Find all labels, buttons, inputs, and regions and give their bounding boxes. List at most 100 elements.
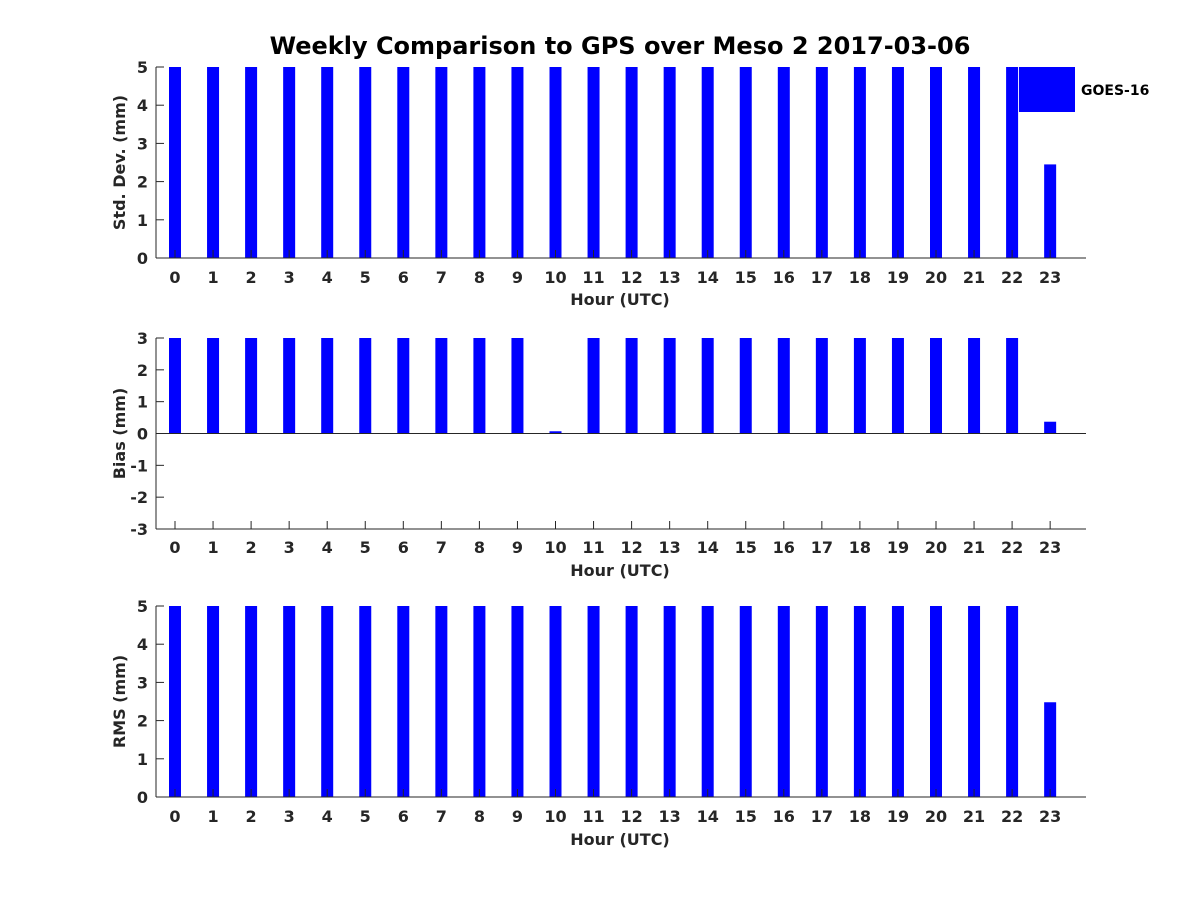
bar-hour-19 [891,67,904,258]
bar-hour-1 [207,67,220,258]
bar-hour-3 [283,338,296,434]
bar-hour-0 [169,67,181,258]
y-tick-label: 3 [137,329,148,348]
bar-hour-7 [435,338,448,434]
bar-hour-21 [968,606,981,797]
bar-hour-21 [968,338,981,434]
x-tick-label: 9 [512,538,523,557]
x-tick-label: 14 [697,807,719,826]
x-tick-label: 16 [773,807,795,826]
bar-hour-19 [891,338,904,434]
bar-hour-11 [587,67,600,258]
x-tick-label: 11 [582,538,604,557]
y-tick-label: 3 [137,673,148,692]
x-tick-label: 5 [360,268,371,287]
bar-hour-7 [435,606,448,797]
y-tick-label: 1 [137,211,148,230]
bar-hour-6 [397,606,410,797]
y-tick-label: 4 [137,635,148,654]
bar-hour-5 [359,338,372,434]
x-tick-label: 23 [1039,538,1061,557]
x-tick-label: 22 [1001,807,1023,826]
x-tick-label: 9 [512,807,523,826]
x-tick-label: 6 [398,807,409,826]
y-tick-label: 0 [137,425,148,444]
x-tick-label: 18 [849,807,871,826]
y-tick-label: 5 [137,58,148,77]
x-tick-label: 18 [849,538,871,557]
x-tick-label: 17 [811,268,833,287]
bar-hour-10 [549,67,562,258]
bar-hour-15 [739,338,752,434]
bar-hour-7 [435,67,448,258]
bar-hour-1 [207,338,220,434]
x-tick-label: 6 [398,538,409,557]
chart-title: Weekly Comparison to GPS over Meso 2 201… [270,32,971,60]
bar-hour-13 [663,606,676,797]
bar-hour-14 [701,67,714,258]
x-tick-label: 0 [169,268,180,287]
x-tick-label: 21 [963,268,985,287]
x-tick-label: 8 [474,268,485,287]
x-tick-label: 15 [735,807,757,826]
x-tick-label: 8 [474,538,485,557]
bar-hour-18 [853,67,866,258]
bar-hour-3 [283,606,296,797]
x-tick-label: 4 [322,268,333,287]
x-tick-label: 5 [360,807,371,826]
y-tick-label: -2 [130,488,148,507]
bar-hour-13 [663,338,676,434]
y-tick-label: 2 [137,712,148,731]
x-tick-label: 10 [544,807,566,826]
x-tick-label: 13 [659,538,681,557]
x-tick-label: 11 [582,268,604,287]
bar-hour-9 [511,67,524,258]
bar-hour-3 [283,67,296,258]
y-tick-label: -3 [130,520,148,539]
x-tick-label: 8 [474,807,485,826]
bar-hour-17 [815,338,828,434]
y-tick-label: 0 [137,788,148,807]
x-tick-label: 0 [169,807,180,826]
x-tick-label: 21 [963,538,985,557]
x-tick-label: 3 [284,538,295,557]
bar-hour-23 [1044,164,1057,258]
y-axis-label: Std. Dev. (mm) [110,95,129,230]
y-tick-label: 2 [137,361,148,380]
y-tick-label: 5 [137,597,148,616]
x-tick-label: 22 [1001,268,1023,287]
bar-hour-6 [397,338,410,434]
x-tick-label: 2 [246,538,257,557]
bar-hour-19 [891,606,904,797]
x-tick-label: 4 [322,807,333,826]
x-tick-label: 19 [887,807,909,826]
bar-hour-21 [968,67,981,258]
x-tick-label: 7 [436,807,447,826]
bar-hour-22 [1006,67,1019,258]
bar-hour-1 [207,606,220,797]
legend-label: GOES-16 [1081,83,1149,99]
bar-hour-12 [625,606,638,797]
x-tick-label: 3 [284,807,295,826]
bar-hour-15 [739,67,752,258]
bar-hour-13 [663,67,676,258]
bar-hour-16 [777,606,790,797]
legend-swatch [1019,67,1075,112]
bar-hour-6 [397,67,410,258]
x-tick-label: 20 [925,268,947,287]
x-tick-label: 23 [1039,268,1061,287]
y-axis-label: RMS (mm) [110,655,129,748]
x-tick-label: 17 [811,807,833,826]
bar-hour-2 [245,606,258,797]
bar-hour-22 [1006,338,1019,434]
y-tick-label: 3 [137,134,148,153]
bar-hour-14 [701,606,714,797]
bar-hour-23 [1044,421,1057,434]
y-tick-label: 2 [137,173,148,192]
bar-hour-12 [625,67,638,258]
x-tick-label: 13 [659,268,681,287]
